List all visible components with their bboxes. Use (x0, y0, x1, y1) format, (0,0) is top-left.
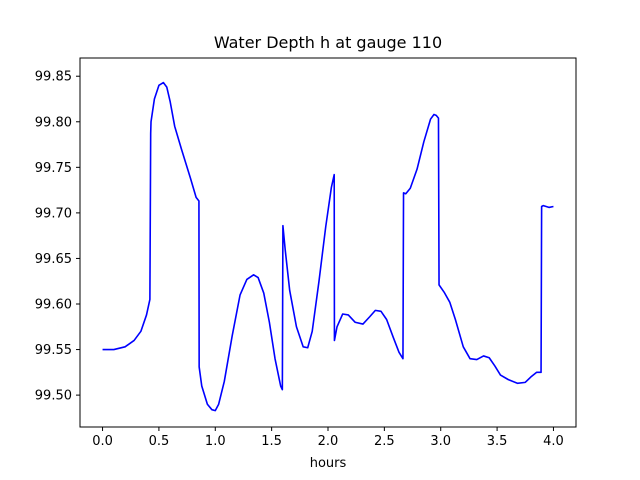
y-axis: 99.50 99.55 99.60 99.65 99.70 99.75 99.80 99.85 (35, 70, 80, 404)
y-tick-label: 99.70 (35, 206, 72, 221)
plot-area (79, 57, 577, 428)
x-tick-label: 3.5 (487, 434, 508, 449)
y-tick-label: 99.75 (35, 161, 72, 176)
x-tick-label: 1.5 (261, 434, 282, 449)
y-tick-label: 99.80 (35, 115, 72, 130)
y-tick-label: 99.65 (35, 252, 72, 267)
chart-title: Water Depth h at gauge 110 (214, 33, 442, 52)
x-tick-label: 2.0 (318, 434, 339, 449)
y-tick-label: 99.60 (35, 298, 72, 313)
axes-frame (79, 57, 577, 428)
x-tick-label: 0.0 (92, 434, 113, 449)
x-tick-label: 2.5 (374, 434, 395, 449)
series-line-0 (102, 81, 554, 412)
y-tick-label: 99.55 (35, 343, 72, 358)
x-tick-label: 1.0 (205, 434, 226, 449)
x-axis: 0.0 0.5 1.0 1.5 2.0 2.5 3.0 3.5 4.0 (92, 427, 564, 449)
y-tick-label: 99.85 (35, 70, 72, 85)
x-tick-label: 3.0 (430, 434, 451, 449)
y-tick-label: 99.50 (35, 389, 72, 404)
x-tick-label: 4.0 (543, 434, 564, 449)
x-axis-label: hours (310, 456, 347, 471)
x-tick-label: 0.5 (149, 434, 170, 449)
